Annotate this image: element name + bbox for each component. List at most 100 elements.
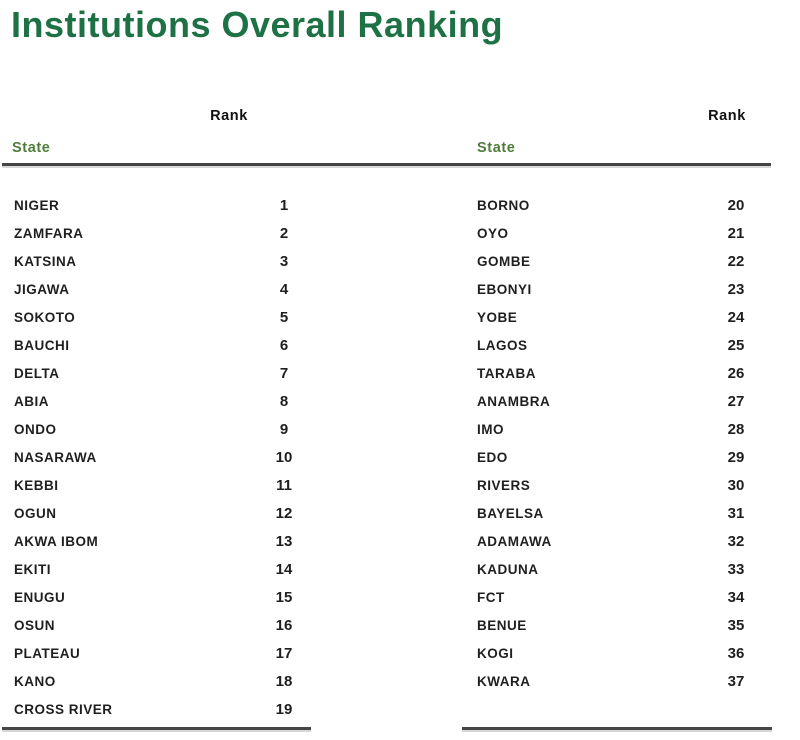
state-name: PLATEAU — [14, 646, 81, 661]
table-row: BORNO 20 — [463, 192, 800, 220]
rank-value: 34 — [727, 589, 745, 606]
table-row: CROSS RIVER 19 — [0, 696, 330, 724]
table-row: NASARAWA 10 — [0, 444, 330, 472]
rank-value: 22 — [727, 253, 745, 270]
table-row: EBONYI 23 — [463, 276, 800, 304]
page-title: Institutions Overall Ranking — [11, 4, 504, 45]
table-row: ENUGU 15 — [0, 584, 330, 612]
rank-value: 26 — [727, 365, 745, 382]
rank-value: 20 — [727, 197, 745, 214]
state-name: GOMBE — [477, 254, 531, 269]
table-row: TARABA 26 — [463, 360, 800, 388]
rank-value: 31 — [727, 505, 745, 522]
table-row: ZAMFARA 2 — [0, 220, 330, 248]
state-name: DELTA — [14, 366, 60, 381]
table-row: ANAMBRA 27 — [463, 388, 800, 416]
header-divider-line — [2, 163, 771, 166]
rank-value: 37 — [727, 673, 745, 690]
table-row: ONDO 9 — [0, 416, 330, 444]
state-name: KEBBI — [14, 478, 59, 493]
state-name: CROSS RIVER — [14, 702, 113, 717]
table-row: ABIA 8 — [0, 388, 330, 416]
rank-value: 21 — [727, 225, 745, 242]
rank-value: 19 — [275, 701, 293, 718]
state-name: BAUCHI — [14, 338, 70, 353]
state-name: SOKOTO — [14, 310, 76, 325]
rank-value: 23 — [727, 281, 745, 298]
table-row: SOKOTO 5 — [0, 304, 330, 332]
rank-value: 30 — [727, 477, 745, 494]
rank-value: 14 — [275, 561, 293, 578]
rank-value: 36 — [727, 645, 745, 662]
state-name: ABIA — [14, 394, 49, 409]
table-row: BENUE 35 — [463, 612, 800, 640]
rank-value: 6 — [279, 337, 289, 354]
rank-value: 33 — [727, 561, 745, 578]
rank-value: 5 — [279, 309, 289, 326]
left-rank-column-header: Rank — [210, 108, 248, 124]
rank-value: 9 — [279, 421, 289, 438]
state-name: TARABA — [477, 366, 536, 381]
rank-value: 16 — [275, 617, 293, 634]
table-row: JIGAWA 4 — [0, 276, 330, 304]
state-name: RIVERS — [477, 478, 531, 493]
state-name: BENUE — [477, 618, 527, 633]
left-ranking-table: NIGER 1 ZAMFARA 2 KATSINA 3 JIGAWA 4 SOK… — [0, 192, 330, 724]
table-row: PLATEAU 17 — [0, 640, 330, 668]
right-rank-column-header: Rank — [708, 108, 746, 124]
table-row: OGUN 12 — [0, 500, 330, 528]
state-name: ENUGU — [14, 590, 66, 605]
rank-value: 28 — [727, 421, 745, 438]
rank-value: 4 — [279, 281, 289, 298]
state-name: JIGAWA — [14, 282, 70, 297]
rank-value: 11 — [276, 477, 292, 494]
state-name: OSUN — [14, 618, 56, 633]
rank-value: 35 — [727, 617, 745, 634]
table-row: KEBBI 11 — [0, 472, 330, 500]
table-row: KOGI 36 — [463, 640, 800, 668]
state-name: LAGOS — [477, 338, 528, 353]
state-name: ZAMFARA — [14, 226, 84, 241]
rank-value: 13 — [275, 533, 293, 550]
state-name: ADAMAWA — [477, 534, 552, 549]
state-name: BAYELSA — [477, 506, 544, 521]
table-row: BAYELSA 31 — [463, 500, 800, 528]
rank-value: 24 — [727, 309, 745, 326]
right-table-bottom-border — [462, 727, 772, 730]
state-name: ONDO — [14, 422, 57, 437]
state-name: EKITI — [14, 562, 52, 577]
rank-value: 27 — [727, 393, 745, 410]
state-name: IMO — [477, 422, 504, 437]
rank-value: 8 — [279, 393, 289, 410]
state-name: OGUN — [14, 506, 57, 521]
table-row: KANO 18 — [0, 668, 330, 696]
rank-value: 29 — [727, 449, 745, 466]
state-name: BORNO — [477, 198, 530, 213]
right-ranking-table: BORNO 20 OYO 21 GOMBE 22 EBONYI 23 YOBE … — [463, 192, 800, 696]
state-name: NASARAWA — [14, 450, 97, 465]
rank-value: 18 — [275, 673, 293, 690]
state-name: NIGER — [14, 198, 60, 213]
left-state-column-header: State — [12, 140, 51, 156]
table-row: DELTA 7 — [0, 360, 330, 388]
state-name: FCT — [477, 590, 505, 605]
rank-value: 17 — [275, 645, 293, 662]
state-name: KOGI — [477, 646, 514, 661]
rank-value: 32 — [727, 533, 745, 550]
table-row: LAGOS 25 — [463, 332, 800, 360]
state-name: OYO — [477, 226, 509, 241]
state-name: ANAMBRA — [477, 394, 551, 409]
left-table-bottom-border — [2, 727, 311, 730]
state-name: AKWA IBOM — [14, 534, 99, 549]
rank-value: 7 — [279, 365, 289, 382]
table-row: KADUNA 33 — [463, 556, 800, 584]
rank-value: 12 — [275, 505, 293, 522]
state-name: KWARA — [477, 674, 531, 689]
table-row: EKITI 14 — [0, 556, 330, 584]
state-name: EDO — [477, 450, 508, 465]
state-name: KADUNA — [477, 562, 539, 577]
table-row: GOMBE 22 — [463, 248, 800, 276]
table-row: ADAMAWA 32 — [463, 528, 800, 556]
table-row: OSUN 16 — [0, 612, 330, 640]
rank-value: 2 — [279, 225, 289, 242]
